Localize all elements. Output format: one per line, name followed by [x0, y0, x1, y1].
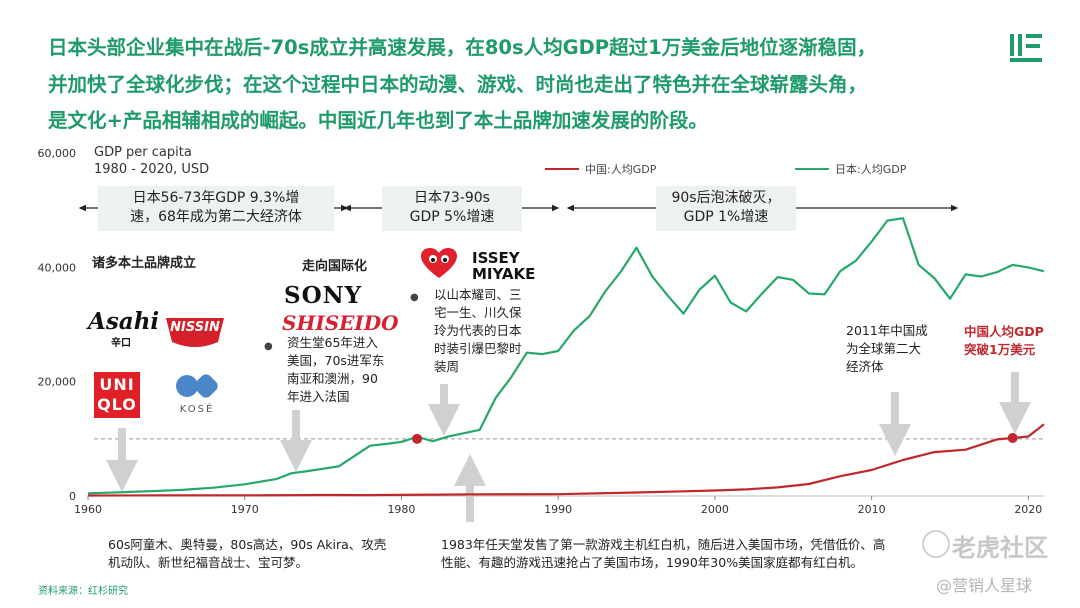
legend-japan: 日本:人均GDP [795, 161, 906, 177]
nintendo-note-line: 1983年任天堂发售了第一款游戏主机红白机，随后进入美国市场，凭借低价、高 [441, 537, 886, 552]
headline: 日本头部企业集中在战后-70s成立并高速发展，在80s人均GDP超过1万美金后地… [48, 30, 928, 140]
shiseido-note-line: 年进入法国 [287, 389, 350, 404]
label-local-brands: 诸多本土品牌成立 [92, 256, 197, 271]
china-second-economy-note: 2011年中国成 为全球第二大 经济体 [846, 322, 928, 376]
x-tick-label: 1990 [544, 503, 572, 516]
series-line-japan [87, 217, 1045, 495]
legend-china-label: 中国:人均GDP [585, 163, 657, 176]
chart-subtitle: 1980 - 2020, USD [94, 162, 210, 177]
china-gdp-line: 突破1万美元 [964, 342, 1036, 357]
x-tick-label: 1970 [231, 503, 259, 516]
china-gdp-note: 中国人均GDP 突破1万美元 [964, 323, 1044, 359]
shiseido-note-line: 南亚和澳洲，90 [287, 371, 378, 386]
issey-logo-line-2: MIYAKE [472, 265, 536, 283]
x-tick-label: 2000 [701, 503, 729, 516]
chart-axis-title: GDP per capita 1980 - 2020, USD [94, 144, 209, 178]
label-internationalization: 走向国际化 [302, 259, 368, 274]
headline-line-1: 日本头部企业集中在战后-70s成立并高速发展，在80s人均GDP超过1万美金后地… [48, 36, 877, 59]
watermark-main: 老虎社区 [952, 534, 1048, 562]
legend-china: 中国:人均GDP [545, 161, 656, 177]
fashion-note-line: 宅一生、川久保 [434, 305, 522, 320]
nintendo-note-line: 性能、有趣的游戏迅速抢占了美国市场，1990年30%美国家庭都有红白机。 [441, 555, 864, 570]
chart-title: GDP per capita [94, 145, 192, 160]
shiseido-logo: SHISEIDO [282, 311, 399, 335]
china-10k-marker [1007, 433, 1018, 444]
y-tick-label: 40,000 [38, 261, 77, 274]
headline-line-3: 是文化+产品相辅相成的崛起。中国近几年也到了本土品牌加速发展的阶段。 [48, 109, 708, 132]
anime-note: 60s阿童木、奥特曼，80s高达，90s Akira、攻壳 机动队、新世纪福音战… [108, 536, 386, 572]
shiseido-note-line: 美国，70s进军东 [287, 353, 385, 368]
cdg-heart-icon [421, 248, 457, 278]
fashion-note-line: 玲为代表的日本 [434, 323, 522, 338]
shiseido-note: 资生堂65年进入 美国，70s进军东 南亚和澳洲，90 年进入法国 [287, 334, 384, 406]
y-tick-label: 60,000 [38, 147, 77, 160]
bullet-icon: ● [410, 292, 419, 303]
era-box-2: 日本73-90s GDP 5%增速 [382, 186, 522, 231]
fashion-note-line: 以山本耀司、三 [434, 287, 522, 302]
uniqlo-logo-line-1: UNI [99, 375, 135, 394]
asahi-logo-text: Asahi [88, 308, 160, 335]
uniqlo-logo: UNI QLO [94, 372, 140, 418]
issey-logo-line-1: ISSEY [472, 249, 520, 267]
era-box-1: 日本56-73年GDP 9.3%增 速，68年成为第二大经济体 [98, 186, 334, 231]
shiseido-note-line: 资生堂65年进入 [287, 335, 378, 350]
nissin-logo-shape [166, 318, 224, 347]
series-line-china [87, 423, 1045, 497]
x-tick-label: 2010 [858, 503, 886, 516]
y-tick-label: 0 [69, 490, 76, 503]
china-second-line: 2011年中国成 [846, 323, 928, 338]
uniqlo-logo-line-2: QLO [97, 395, 137, 414]
era-2-line-1: 日本73-90s [414, 190, 490, 206]
nissin-logo-text: NISSIN [170, 320, 220, 335]
watermark-sub: @营销人星球 [936, 576, 1033, 595]
era-3-line-1: 90s后泡沫破灭， [671, 190, 781, 206]
legend-japan-label: 日本:人均GDP [835, 163, 907, 176]
bullet-icon: ● [264, 341, 273, 352]
asahi-logo: Asahi 辛口 [88, 308, 160, 350]
kose-logo-mark [176, 374, 218, 398]
japan-10k-marker [412, 433, 423, 444]
era-2-line-2: GDP 5%增速 [409, 209, 495, 225]
kose-logo: KOSÉ [172, 372, 222, 415]
headline-line-2: 并加快了全球化步伐；在这个过程中日本的动漫、游戏、时尚也走出了特色并在全球崭露头… [48, 72, 868, 96]
anime-note-line: 60s阿童木、奥特曼，80s高达，90s Akira、攻壳 [108, 537, 387, 552]
source-note: 资料来源：红杉研究 [38, 586, 128, 597]
era-box-3: 90s后泡沫破灭， GDP 1%增速 [656, 186, 796, 231]
y-tick-label: 20,000 [38, 376, 77, 389]
asahi-logo-sub: 辛口 [111, 338, 131, 349]
legend-china-swatch [545, 168, 579, 170]
china-second-line: 为全球第二大 [846, 341, 922, 356]
legend-japan-swatch [795, 168, 829, 170]
era-1-line-2: 速，68年成为第二大经济体 [130, 209, 302, 225]
fashion-note-line: 装周 [434, 359, 460, 374]
china-second-line: 经济体 [846, 359, 884, 374]
nissin-logo: NISSIN [164, 312, 226, 348]
x-tick-label: 1980 [387, 503, 415, 516]
x-tick-label: 2020 [1014, 503, 1042, 516]
era-3-line-2: GDP 1%增速 [683, 209, 769, 225]
china-gdp-line: 中国人均GDP [964, 324, 1044, 339]
fashion-note-line: 时装引爆巴黎时 [434, 341, 522, 356]
kose-logo-text: KOSÉ [179, 404, 215, 415]
nintendo-note: 1983年任天堂发售了第一款游戏主机红白机，随后进入美国市场，凭借低价、高 性能… [441, 536, 885, 572]
sony-logo: SONY [284, 282, 363, 309]
brand-logo-icon [1010, 34, 1042, 62]
era-1-line-1: 日本56-73年GDP 9.3%增 [132, 190, 300, 206]
x-tick-label: 1960 [74, 503, 102, 516]
anime-note-line: 机动队、新世纪福音战士、宝可梦。 [108, 555, 309, 570]
fashion-note: 以山本耀司、三 宅一生、川久保 玲为代表的日本 时装引爆巴黎时 装周 [434, 286, 522, 376]
issey-miyake-logo: ISSEY MIYAKE [472, 250, 535, 282]
watermark-logo-icon [922, 530, 950, 558]
